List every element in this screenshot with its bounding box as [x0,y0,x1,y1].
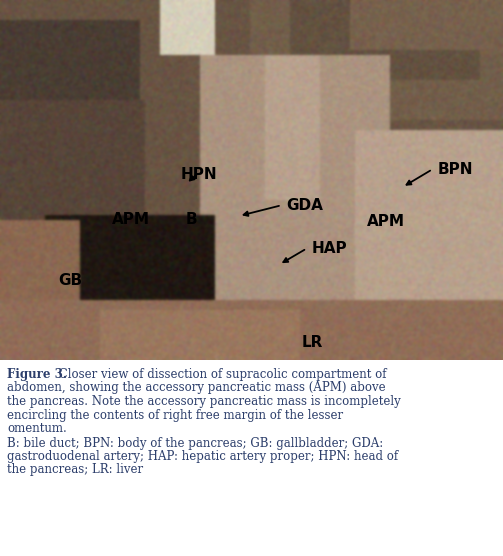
Text: abdomen, showing the accessory pancreatic mass (APM) above: abdomen, showing the accessory pancreati… [7,381,386,395]
Text: BPN: BPN [438,162,473,177]
Text: Closer view of dissection of supracolic compartment of: Closer view of dissection of supracolic … [55,368,386,381]
Text: B: B [185,212,197,227]
Text: LR: LR [301,335,322,350]
Text: HAP: HAP [312,241,348,256]
Text: gastroduodenal artery; HAP: hepatic artery proper; HPN: head of: gastroduodenal artery; HAP: hepatic arte… [7,450,398,463]
Text: omentum.: omentum. [7,422,67,435]
Text: GB: GB [58,274,82,289]
Text: APM: APM [112,212,150,227]
Text: the pancreas. Note the accessory pancreatic mass is incompletely: the pancreas. Note the accessory pancrea… [7,395,401,408]
Text: Figure 3.: Figure 3. [7,368,67,381]
Text: the pancreas; LR: liver: the pancreas; LR: liver [7,464,143,476]
Text: B: bile duct; BPN: body of the pancreas; GB: gallbladder; GDA:: B: bile duct; BPN: body of the pancreas;… [7,436,383,449]
Text: encircling the contents of right free margin of the lesser: encircling the contents of right free ma… [7,409,343,421]
Text: GDA: GDA [287,198,323,213]
Text: HPN: HPN [181,167,217,182]
Text: APM: APM [367,214,405,229]
